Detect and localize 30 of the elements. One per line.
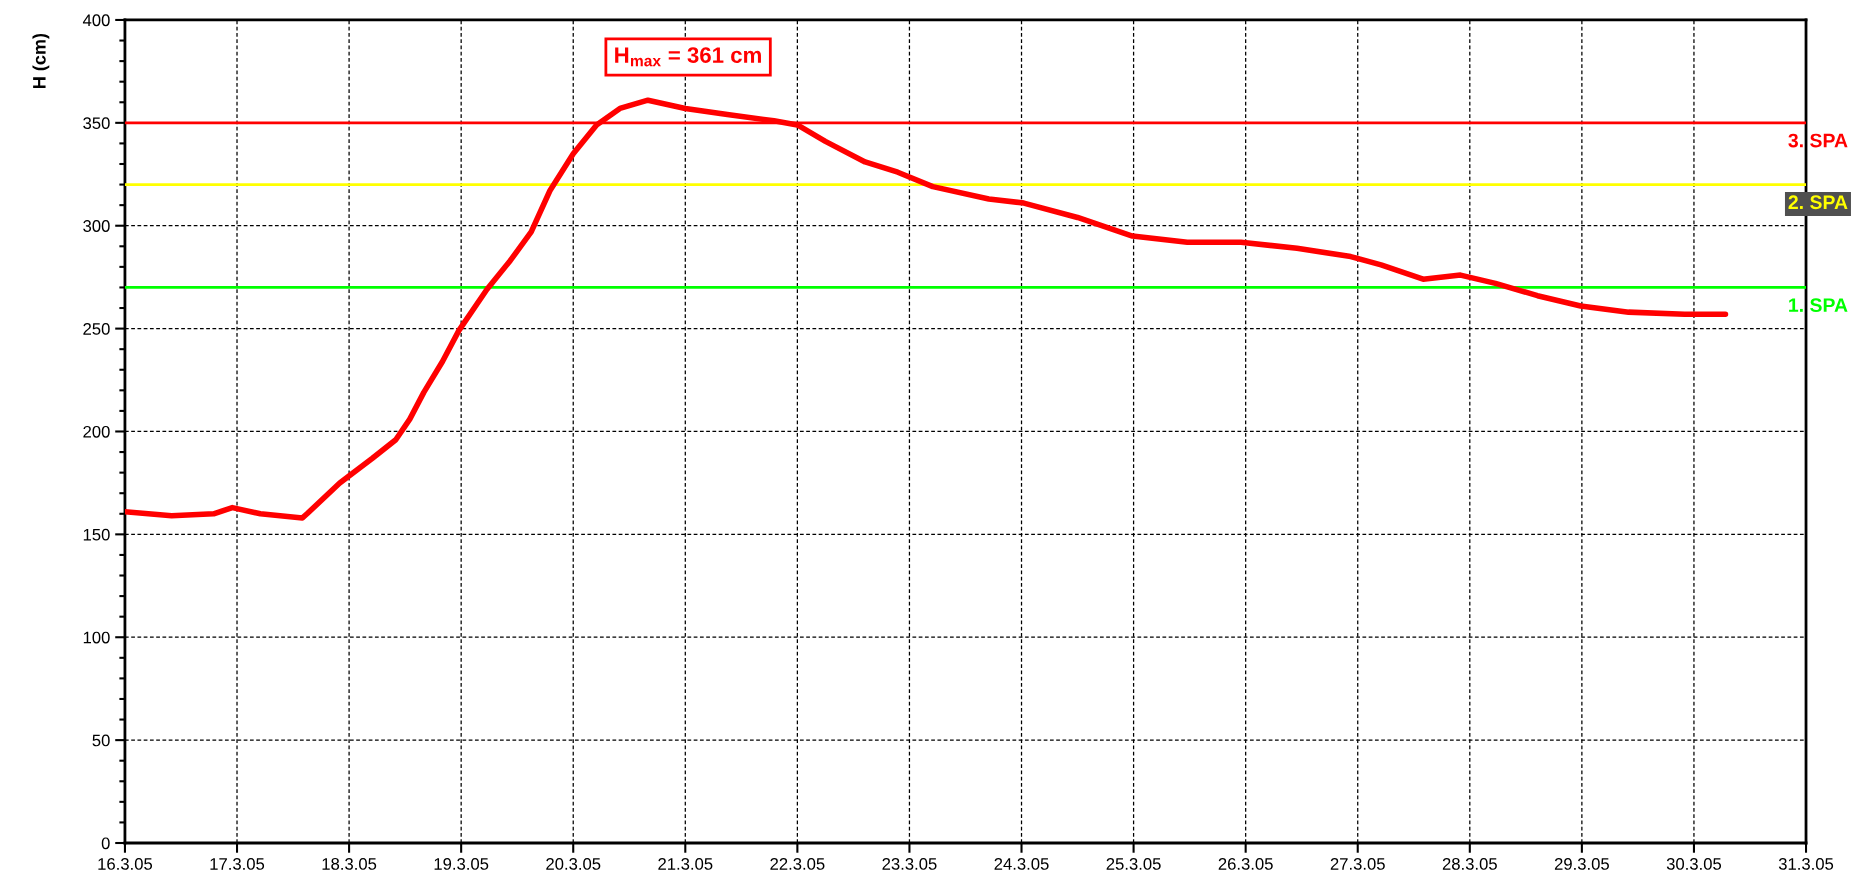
y-tick-label: 300 (83, 220, 110, 232)
y-tick-label: 150 (83, 528, 110, 541)
y-tick-label: 350 (83, 117, 110, 130)
y-tick-label: 50 (92, 734, 110, 747)
x-tick-label: 29.3.05 (1554, 858, 1609, 870)
y-tick-label: 0 (101, 837, 110, 850)
x-tick-label: 18.3.05 (322, 858, 377, 870)
x-tick-label: 17.3.05 (210, 858, 265, 870)
x-tick-label: 23.3.05 (882, 858, 937, 870)
y-tick-label: 200 (83, 425, 110, 438)
x-tick-label: 21.3.05 (658, 858, 713, 870)
ref-line-label: 2. SPA (1788, 195, 1848, 210)
y-tick-label: 400 (82, 14, 110, 27)
x-tick-label: 25.3.05 (1106, 858, 1161, 870)
annotation: H$_{max}$ = 361 cm (615, 47, 761, 67)
y-axis-title: H (cm) (32, 33, 50, 88)
x-tick-label: 20.3.05 (546, 858, 601, 870)
x-tick-label: 30.3.05 (1666, 858, 1722, 870)
x-tick-label: 26.3.05 (1218, 858, 1273, 870)
x-tick-label: 19.3.05 (434, 858, 489, 870)
x-tick-label: 31.3.05 (1778, 858, 1834, 870)
x-tick-label: 27.3.05 (1330, 858, 1385, 870)
x-tick-label: 16.3.05 (98, 858, 153, 870)
x-tick-label: 28.3.05 (1442, 858, 1497, 870)
x-tick-label: 22.3.05 (770, 858, 825, 870)
x-tick-label: 24.3.05 (994, 858, 1049, 870)
ref-line-label: 1. SPA (1789, 298, 1848, 313)
y-tick-label: 250 (83, 323, 110, 335)
ref-line-label: 3. SPA (1788, 133, 1848, 148)
y-tick-label: 100 (83, 631, 110, 644)
